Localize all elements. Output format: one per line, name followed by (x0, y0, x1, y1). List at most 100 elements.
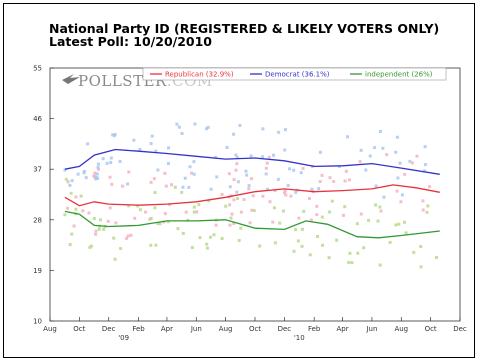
poll-dot (198, 236, 202, 240)
poll-dot (423, 163, 427, 167)
poll-dot (129, 233, 133, 237)
poll-dot (272, 206, 276, 210)
x-tick-label: Feb (132, 325, 145, 333)
poll-dot (316, 235, 320, 239)
poll-dot (156, 168, 160, 172)
poll-dot (212, 233, 216, 237)
poll-dot (63, 213, 67, 217)
poll-dot (395, 189, 399, 193)
poll-dot (258, 244, 262, 248)
poll-dot (86, 142, 90, 146)
poll-dot (289, 194, 293, 198)
x-tick-label: Aug (394, 325, 408, 333)
poll-dot (92, 216, 96, 220)
poll-dot (228, 185, 232, 189)
poll-dot (374, 184, 378, 188)
poll-dot (273, 241, 277, 245)
poll-dot (242, 198, 246, 202)
poll-dot (359, 148, 363, 152)
poll-dot (315, 204, 319, 208)
poll-dot (373, 146, 377, 150)
poll-dot (94, 177, 98, 181)
poll-dot (232, 221, 236, 225)
poll-dot (307, 197, 311, 201)
poll-dot (138, 208, 142, 212)
poll-dot (247, 184, 251, 188)
poll-dot (176, 227, 180, 231)
poll-dot (283, 191, 287, 195)
poll-dot (96, 162, 100, 166)
poll-dot (265, 187, 269, 191)
poll-dot (220, 192, 224, 196)
poll-dot (95, 172, 99, 176)
poll-dot (180, 190, 184, 194)
poll-dot (264, 172, 268, 176)
poll-dot (250, 208, 254, 212)
poll-dot (348, 251, 352, 255)
legend-label: Democrat (36.1%) (265, 71, 330, 79)
poll-dot (232, 198, 236, 202)
poll-dot (230, 212, 234, 216)
poll-dot (284, 193, 288, 197)
poll-dot (294, 190, 298, 194)
poll-dot (153, 191, 157, 195)
poll-dot (297, 216, 301, 220)
poll-dot (395, 135, 399, 139)
poll-dot (309, 218, 313, 222)
poll-dot (192, 205, 196, 209)
poll-dot (158, 222, 162, 226)
poll-dot (419, 265, 423, 269)
poll-dot (321, 243, 325, 247)
chart-title: National Party ID (REGISTERED & LIKELY V… (49, 21, 440, 36)
poll-dot (106, 219, 110, 223)
chart-subtitle: Latest Poll: 10/20/2010 (49, 34, 213, 49)
legend-label: independent (26%) (365, 71, 433, 79)
poll-dot (94, 232, 98, 236)
poll-dot (261, 127, 265, 131)
chart-title-block: National Party ID (REGISTERED & LIKELY V… (49, 22, 439, 48)
x-tick-label: Dec (453, 325, 467, 333)
poll-dot (190, 246, 194, 250)
poll-dot (110, 182, 114, 186)
x-tick-label: Dec (102, 325, 116, 333)
poll-dot (239, 226, 243, 230)
poll-dot (308, 253, 312, 257)
poll-dot (362, 246, 366, 250)
x-year-label: '10 (294, 334, 305, 342)
poll-dot (197, 203, 201, 207)
poll-dot (111, 133, 115, 137)
poll-dot (364, 168, 368, 172)
y-tick-label: 46 (33, 115, 42, 123)
poll-dot (247, 187, 251, 191)
poll-dot (276, 177, 280, 181)
y-tick-label: 19 (33, 267, 42, 275)
poll-dot (394, 150, 398, 154)
poll-dot (299, 171, 303, 175)
poll-dot (283, 128, 287, 132)
logo-arrow-icon (62, 74, 80, 84)
poll-dot (347, 178, 351, 182)
poll-dot (379, 209, 383, 213)
poll-dot (206, 125, 210, 129)
poll-dot (132, 138, 136, 142)
poll-dot (66, 180, 70, 184)
poll-dot (167, 146, 171, 150)
poll-dot (164, 184, 168, 188)
poll-dot (310, 187, 314, 191)
poll-dot (87, 211, 91, 215)
trend-line (64, 210, 440, 239)
poll-dot (397, 222, 401, 226)
poll-dot (300, 244, 304, 248)
poll-dot (421, 208, 425, 212)
poll-dot (421, 199, 425, 203)
poll-dot (400, 193, 404, 197)
poll-dot (63, 168, 67, 172)
poll-dot (271, 220, 275, 224)
poll-dot (341, 213, 345, 217)
x-tick-label: Jun (190, 325, 202, 333)
poll-dot (423, 145, 427, 149)
poll-dot (181, 185, 185, 189)
poll-dot (235, 190, 239, 194)
poll-dot (227, 172, 231, 176)
poll-dot (238, 123, 242, 127)
